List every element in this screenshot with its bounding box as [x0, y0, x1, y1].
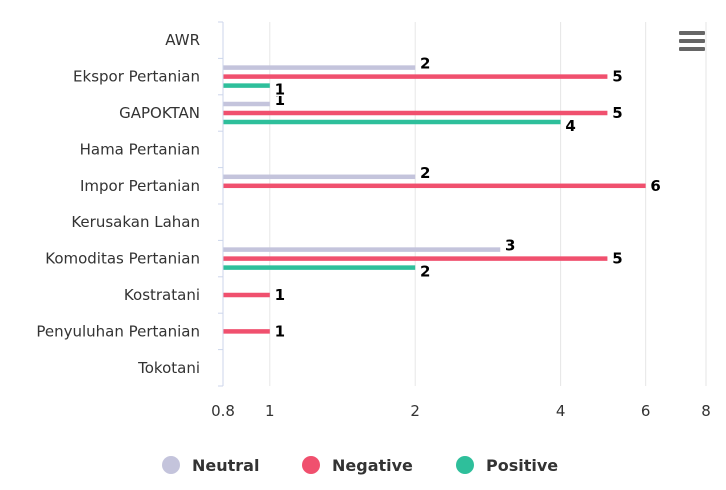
- category-labels: AWR Ekspor Pertanian GAPOKTAN Hama Pertania…: [36, 21, 223, 387]
- data-label: 1: [275, 322, 285, 340]
- bar-negative[interactable]: [223, 329, 270, 334]
- category-label: Tokotani: [137, 359, 200, 377]
- bar-positive[interactable]: [223, 119, 561, 125]
- data-label: 5: [612, 250, 622, 268]
- legend-marker-icon: [456, 456, 474, 474]
- x-tick-label: 4: [556, 402, 566, 420]
- legend-label: Negative: [332, 456, 413, 475]
- x-tick-label: 0.8: [211, 402, 235, 420]
- legend[interactable]: Neutral Negative Positive: [162, 456, 558, 475]
- data-label: 4: [565, 117, 575, 135]
- bar-negative[interactable]: [223, 110, 608, 116]
- legend-label: Positive: [486, 456, 558, 475]
- grid-lines: [269, 22, 707, 386]
- legend-item-negative[interactable]: Negative: [302, 456, 413, 475]
- bar-neutral[interactable]: [223, 65, 416, 70]
- data-label: 2: [420, 263, 430, 281]
- data-label: 3: [505, 237, 515, 255]
- category-label: Impor Pertanian: [80, 177, 200, 195]
- data-label: 2: [420, 55, 430, 73]
- x-axis-ticks: 0.8 1 2 4 6 8: [211, 402, 711, 420]
- data-label: 6: [650, 177, 660, 195]
- bar-negative[interactable]: [223, 256, 608, 261]
- x-tick-label: 2: [410, 402, 420, 420]
- x-tick-label: 6: [641, 402, 651, 420]
- data-label: 5: [612, 104, 622, 122]
- data-label: 2: [420, 164, 430, 182]
- category-label: Komoditas Pertanian: [45, 250, 200, 268]
- bar-positive[interactable]: [223, 265, 416, 270]
- bars: [223, 65, 646, 334]
- legend-item-positive[interactable]: Positive: [456, 456, 558, 475]
- bar-neutral[interactable]: [223, 174, 416, 180]
- category-label: Hama Pertanian: [80, 140, 200, 158]
- x-tick-label: 8: [701, 402, 711, 420]
- category-label: Kostratani: [124, 286, 200, 304]
- bar-neutral[interactable]: [223, 247, 501, 252]
- bar-negative[interactable]: [223, 292, 270, 298]
- legend-item-neutral[interactable]: Neutral: [162, 456, 259, 475]
- data-label: 1: [275, 91, 285, 109]
- category-label: AWR: [165, 31, 200, 49]
- legend-marker-icon: [162, 456, 180, 474]
- data-label: 1: [275, 286, 285, 304]
- bar-negative[interactable]: [223, 183, 646, 189]
- data-label: 5: [612, 68, 622, 86]
- x-tick-label: 1: [265, 402, 275, 420]
- data-label: 1: [275, 81, 285, 99]
- category-label: Kerusakan Lahan: [71, 213, 200, 231]
- bar-neutral[interactable]: [223, 101, 270, 107]
- legend-marker-icon: [302, 456, 320, 474]
- bar-positive[interactable]: [223, 83, 270, 88]
- legend-label: Neutral: [192, 456, 259, 475]
- category-label: GAPOKTAN: [119, 104, 200, 122]
- bar-negative[interactable]: [223, 74, 608, 79]
- category-label: Penyuluhan Pertanian: [36, 322, 200, 340]
- category-label: Ekspor Pertanian: [73, 68, 200, 86]
- hamburger-menu-icon[interactable]: [678, 29, 706, 53]
